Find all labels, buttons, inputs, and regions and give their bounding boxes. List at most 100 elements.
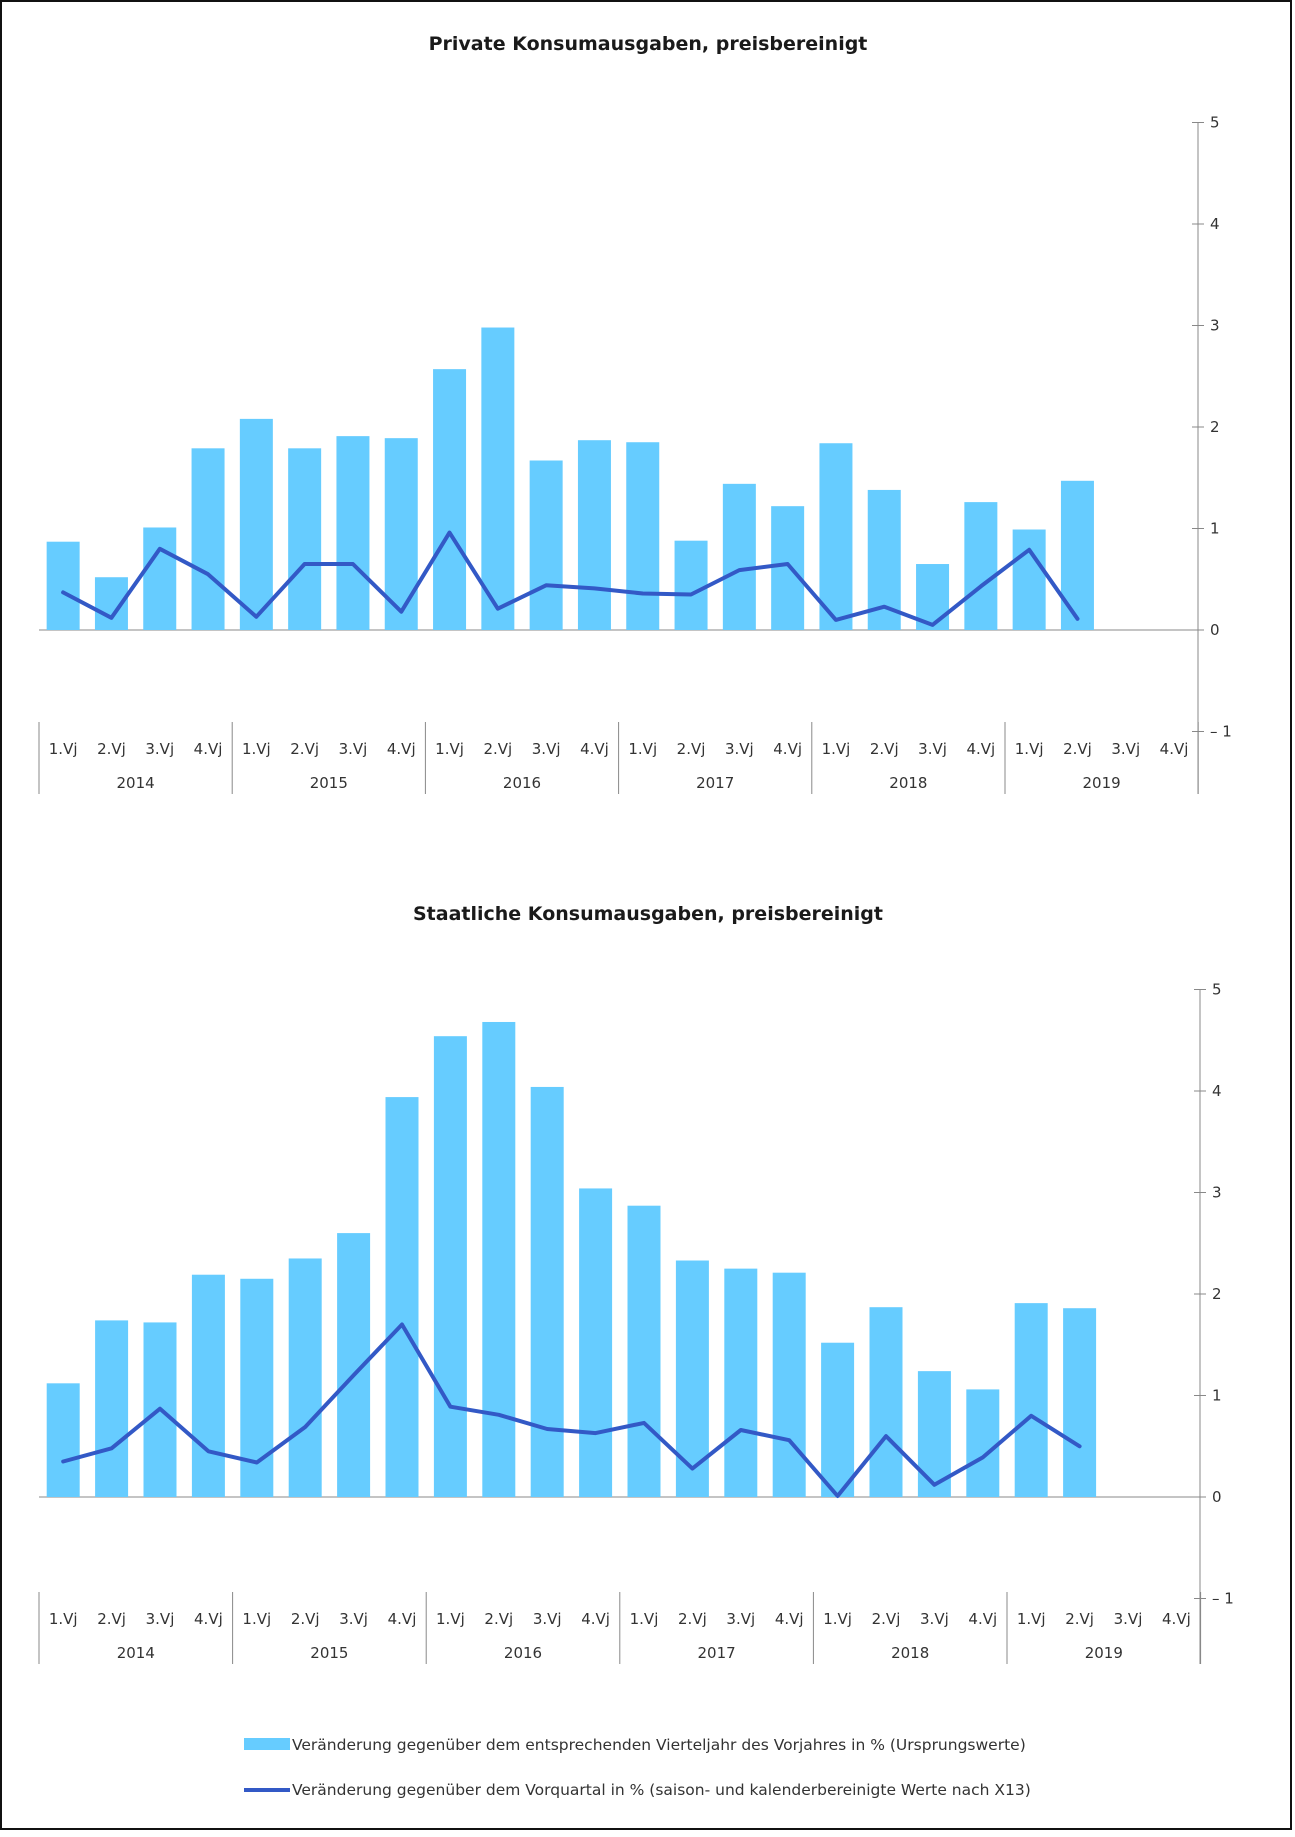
- legend: Veränderung gegenüber dem entsprechenden…: [244, 1736, 1031, 1799]
- bar: [869, 1307, 903, 1497]
- bar: [95, 1320, 129, 1497]
- year-label: 2014: [117, 774, 155, 792]
- chart-government-consumption: Staatliche Konsumausgaben, preisbereinig…: [38, 903, 1234, 1664]
- quarter-label: 4.Vj: [387, 740, 416, 758]
- bar: [1060, 480, 1094, 630]
- bar: [627, 1205, 661, 1497]
- quarter-label: 1.Vj: [630, 1610, 659, 1628]
- quarter-label: 4.Vj: [580, 740, 609, 758]
- quarter-label: 2.Vj: [97, 740, 126, 758]
- quarter-label: 3.Vj: [339, 1610, 368, 1628]
- bar: [821, 1342, 855, 1497]
- quarter-label: 3.Vj: [920, 1610, 949, 1628]
- quarter-label: 4.Vj: [773, 740, 802, 758]
- quarter-label: 2.Vj: [870, 740, 899, 758]
- bar: [191, 1274, 225, 1497]
- bar: [239, 418, 273, 630]
- y-tick-label: 2: [1210, 418, 1220, 436]
- bar: [964, 502, 998, 630]
- year-label: 2014: [117, 1644, 155, 1662]
- year-label: 2015: [310, 774, 348, 792]
- chart-title: Staatliche Konsumausgaben, preisbereinig…: [413, 903, 883, 925]
- quarter-label: 2.Vj: [291, 1610, 320, 1628]
- year-label: 2015: [310, 1644, 348, 1662]
- bar: [579, 1188, 613, 1497]
- year-label: 2018: [889, 774, 927, 792]
- y-tick-label: – 1: [1210, 723, 1232, 741]
- bar: [722, 483, 756, 630]
- quarter-label: 3.Vj: [533, 1610, 562, 1628]
- bar: [529, 460, 563, 630]
- bar: [385, 1097, 419, 1497]
- quarter-label: 2.Vj: [678, 1610, 707, 1628]
- quarter-label: 1.Vj: [1015, 740, 1044, 758]
- quarter-label: 3.Vj: [918, 740, 947, 758]
- quarter-label: 3.Vj: [1111, 740, 1140, 758]
- quarter-label: 3.Vj: [145, 740, 174, 758]
- quarter-label: 2.Vj: [290, 740, 319, 758]
- year-label: 2019: [1083, 774, 1121, 792]
- quarter-label: 1.Vj: [436, 1610, 465, 1628]
- quarter-label: 3.Vj: [532, 740, 561, 758]
- quarter-label: 1.Vj: [242, 740, 271, 758]
- y-tick-label: 4: [1210, 215, 1220, 233]
- quarter-label: 4.Vj: [968, 1610, 997, 1628]
- year-label: 2019: [1085, 1644, 1123, 1662]
- quarter-label: 1.Vj: [49, 740, 78, 758]
- year-label: 2016: [503, 774, 541, 792]
- quarter-label: 3.Vj: [726, 1610, 755, 1628]
- y-tick-label: 4: [1212, 1082, 1222, 1100]
- y-tick-label: 5: [1210, 114, 1220, 132]
- bar: [1014, 1303, 1048, 1497]
- y-tick-label: 1: [1210, 520, 1220, 538]
- quarter-label: 2.Vj: [1065, 1610, 1094, 1628]
- y-tick-label: 2: [1212, 1285, 1222, 1303]
- quarter-label: 3.Vj: [146, 1610, 175, 1628]
- bar: [481, 327, 515, 630]
- bar: [772, 1272, 806, 1497]
- bar: [674, 540, 708, 630]
- quarter-label: 4.Vj: [581, 1610, 610, 1628]
- bar: [288, 1258, 322, 1497]
- quarter-label: 2.Vj: [872, 1610, 901, 1628]
- quarter-label: 1.Vj: [823, 1610, 852, 1628]
- bar: [482, 1021, 516, 1497]
- quarter-label: 4.Vj: [1160, 740, 1189, 758]
- quarter-label: 4.Vj: [966, 740, 995, 758]
- quarter-label: 4.Vj: [194, 1610, 223, 1628]
- quarter-label: 4.Vj: [194, 740, 223, 758]
- bar: [1063, 1308, 1097, 1497]
- quarter-label: 2.Vj: [97, 1610, 126, 1628]
- bar: [46, 1383, 80, 1497]
- y-tick-label: 3: [1210, 317, 1220, 335]
- bar: [577, 440, 611, 630]
- y-tick-label: 1: [1212, 1387, 1222, 1405]
- quarter-label: 4.Vj: [1162, 1610, 1191, 1628]
- quarter-label: 3.Vj: [339, 740, 368, 758]
- bar: [1012, 529, 1046, 630]
- bar: [819, 443, 853, 630]
- y-tick-label: 5: [1212, 981, 1222, 999]
- quarter-label: 4.Vj: [775, 1610, 804, 1628]
- bar: [433, 369, 467, 630]
- quarter-label: 1.Vj: [49, 1610, 78, 1628]
- bar: [288, 448, 322, 630]
- legend-line-label: Veränderung gegenüber dem Vorquartal in …: [292, 1781, 1031, 1799]
- quarter-label: 2.Vj: [677, 740, 706, 758]
- quarter-label: 1.Vj: [242, 1610, 271, 1628]
- y-tick-label: – 1: [1212, 1590, 1234, 1608]
- chart-title: Private Konsumausgaben, preisbereinigt: [429, 33, 868, 55]
- bar: [771, 506, 805, 630]
- quarter-label: 3.Vj: [1114, 1610, 1143, 1628]
- legend-bar-swatch: [244, 1738, 290, 1750]
- bar: [966, 1389, 1000, 1497]
- bar: [626, 442, 660, 630]
- bar: [336, 436, 370, 630]
- series-line: [61, 1322, 1082, 1498]
- bar: [46, 541, 80, 630]
- series-line: [61, 530, 1080, 627]
- year-label: 2017: [698, 1644, 736, 1662]
- chart-private-consumption: Private Konsumausgaben, preisbereinigt 5…: [38, 33, 1232, 794]
